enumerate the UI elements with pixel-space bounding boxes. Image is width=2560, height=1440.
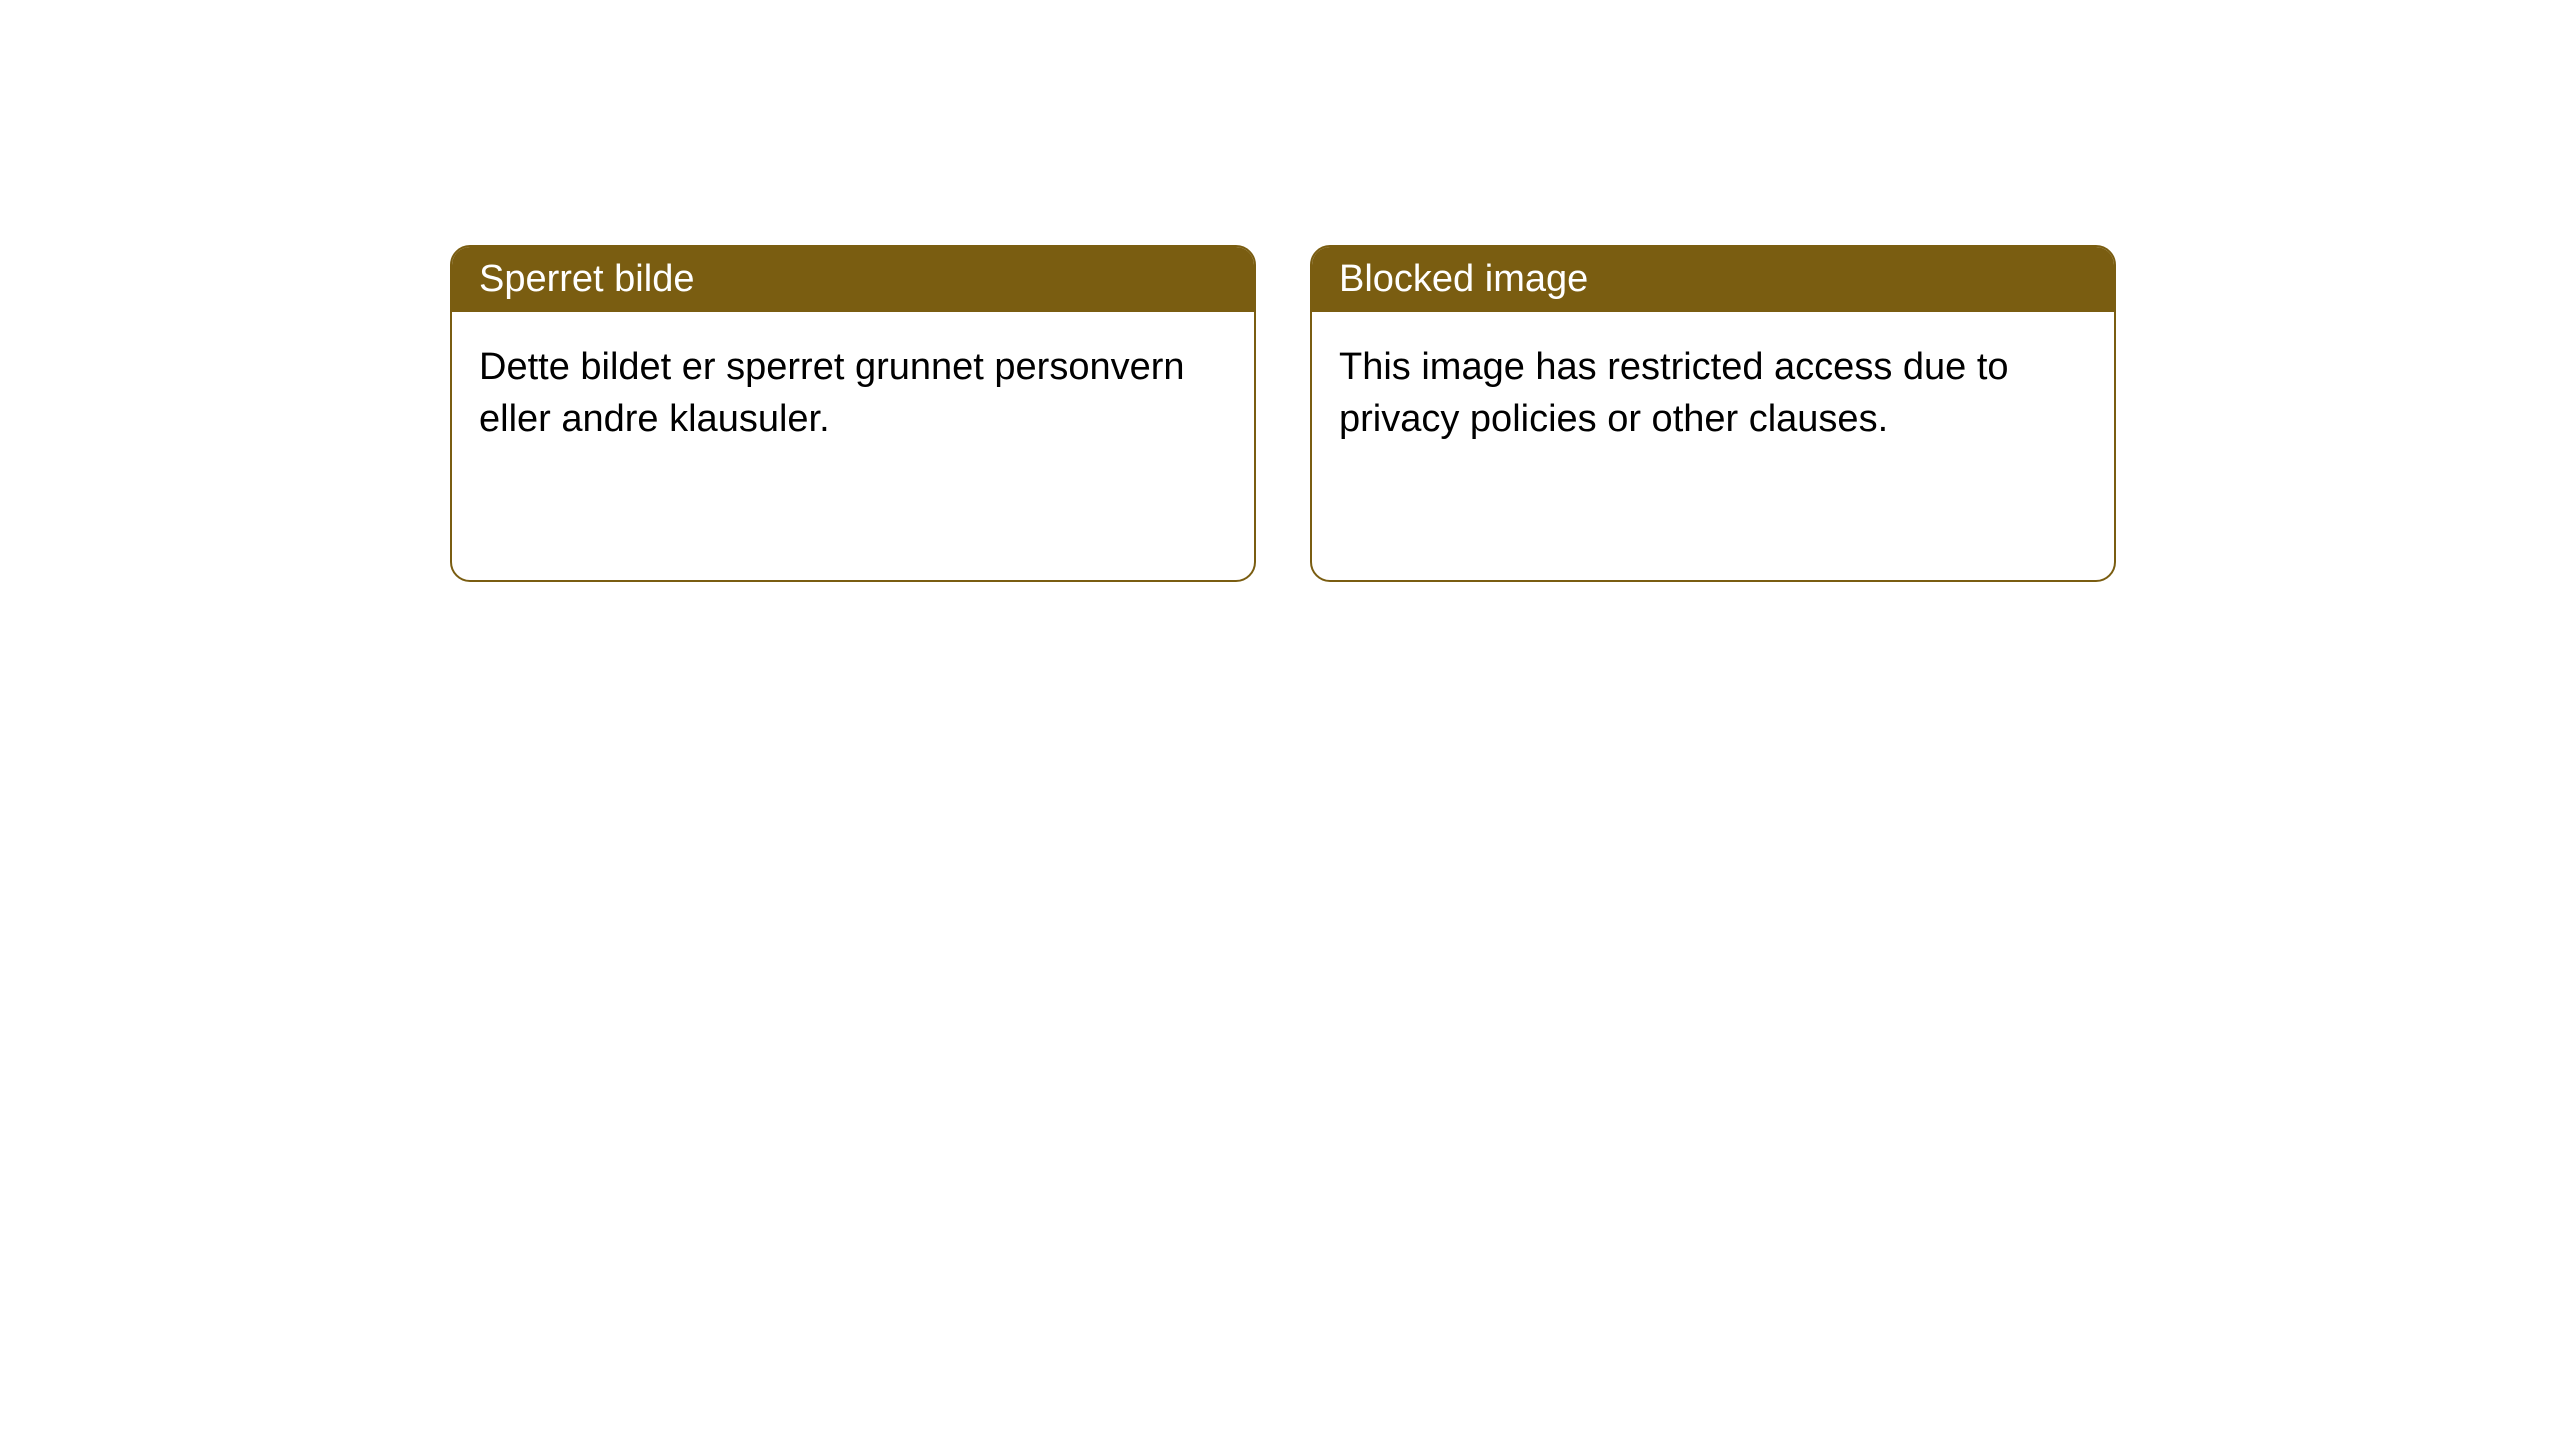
card-body-text: This image has restricted access due to … xyxy=(1339,346,2009,440)
notice-cards-container: Sperret bilde Dette bildet er sperret gr… xyxy=(0,0,2560,582)
card-body: Dette bildet er sperret grunnet personve… xyxy=(452,312,1254,475)
card-title: Sperret bilde xyxy=(479,258,694,300)
card-title: Blocked image xyxy=(1339,258,1588,300)
blocked-image-card-en: Blocked image This image has restricted … xyxy=(1310,245,2116,582)
blocked-image-card-no: Sperret bilde Dette bildet er sperret gr… xyxy=(450,245,1256,582)
card-body: This image has restricted access due to … xyxy=(1312,312,2114,475)
card-header: Sperret bilde xyxy=(452,247,1254,312)
card-body-text: Dette bildet er sperret grunnet personve… xyxy=(479,346,1185,440)
card-header: Blocked image xyxy=(1312,247,2114,312)
